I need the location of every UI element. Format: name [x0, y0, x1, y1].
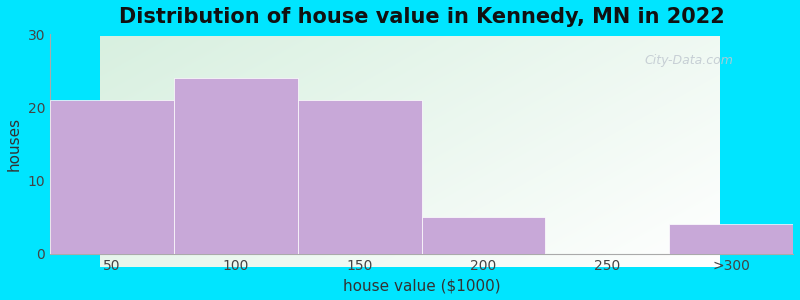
X-axis label: house value ($1000): house value ($1000) — [342, 278, 500, 293]
Bar — [50, 100, 174, 254]
Bar — [670, 224, 793, 254]
Text: City-Data.com: City-Data.com — [645, 54, 734, 67]
Bar — [422, 217, 546, 254]
Title: Distribution of house value in Kennedy, MN in 2022: Distribution of house value in Kennedy, … — [118, 7, 724, 27]
Y-axis label: houses: houses — [7, 117, 22, 171]
Bar — [298, 100, 422, 254]
Bar — [174, 78, 298, 254]
